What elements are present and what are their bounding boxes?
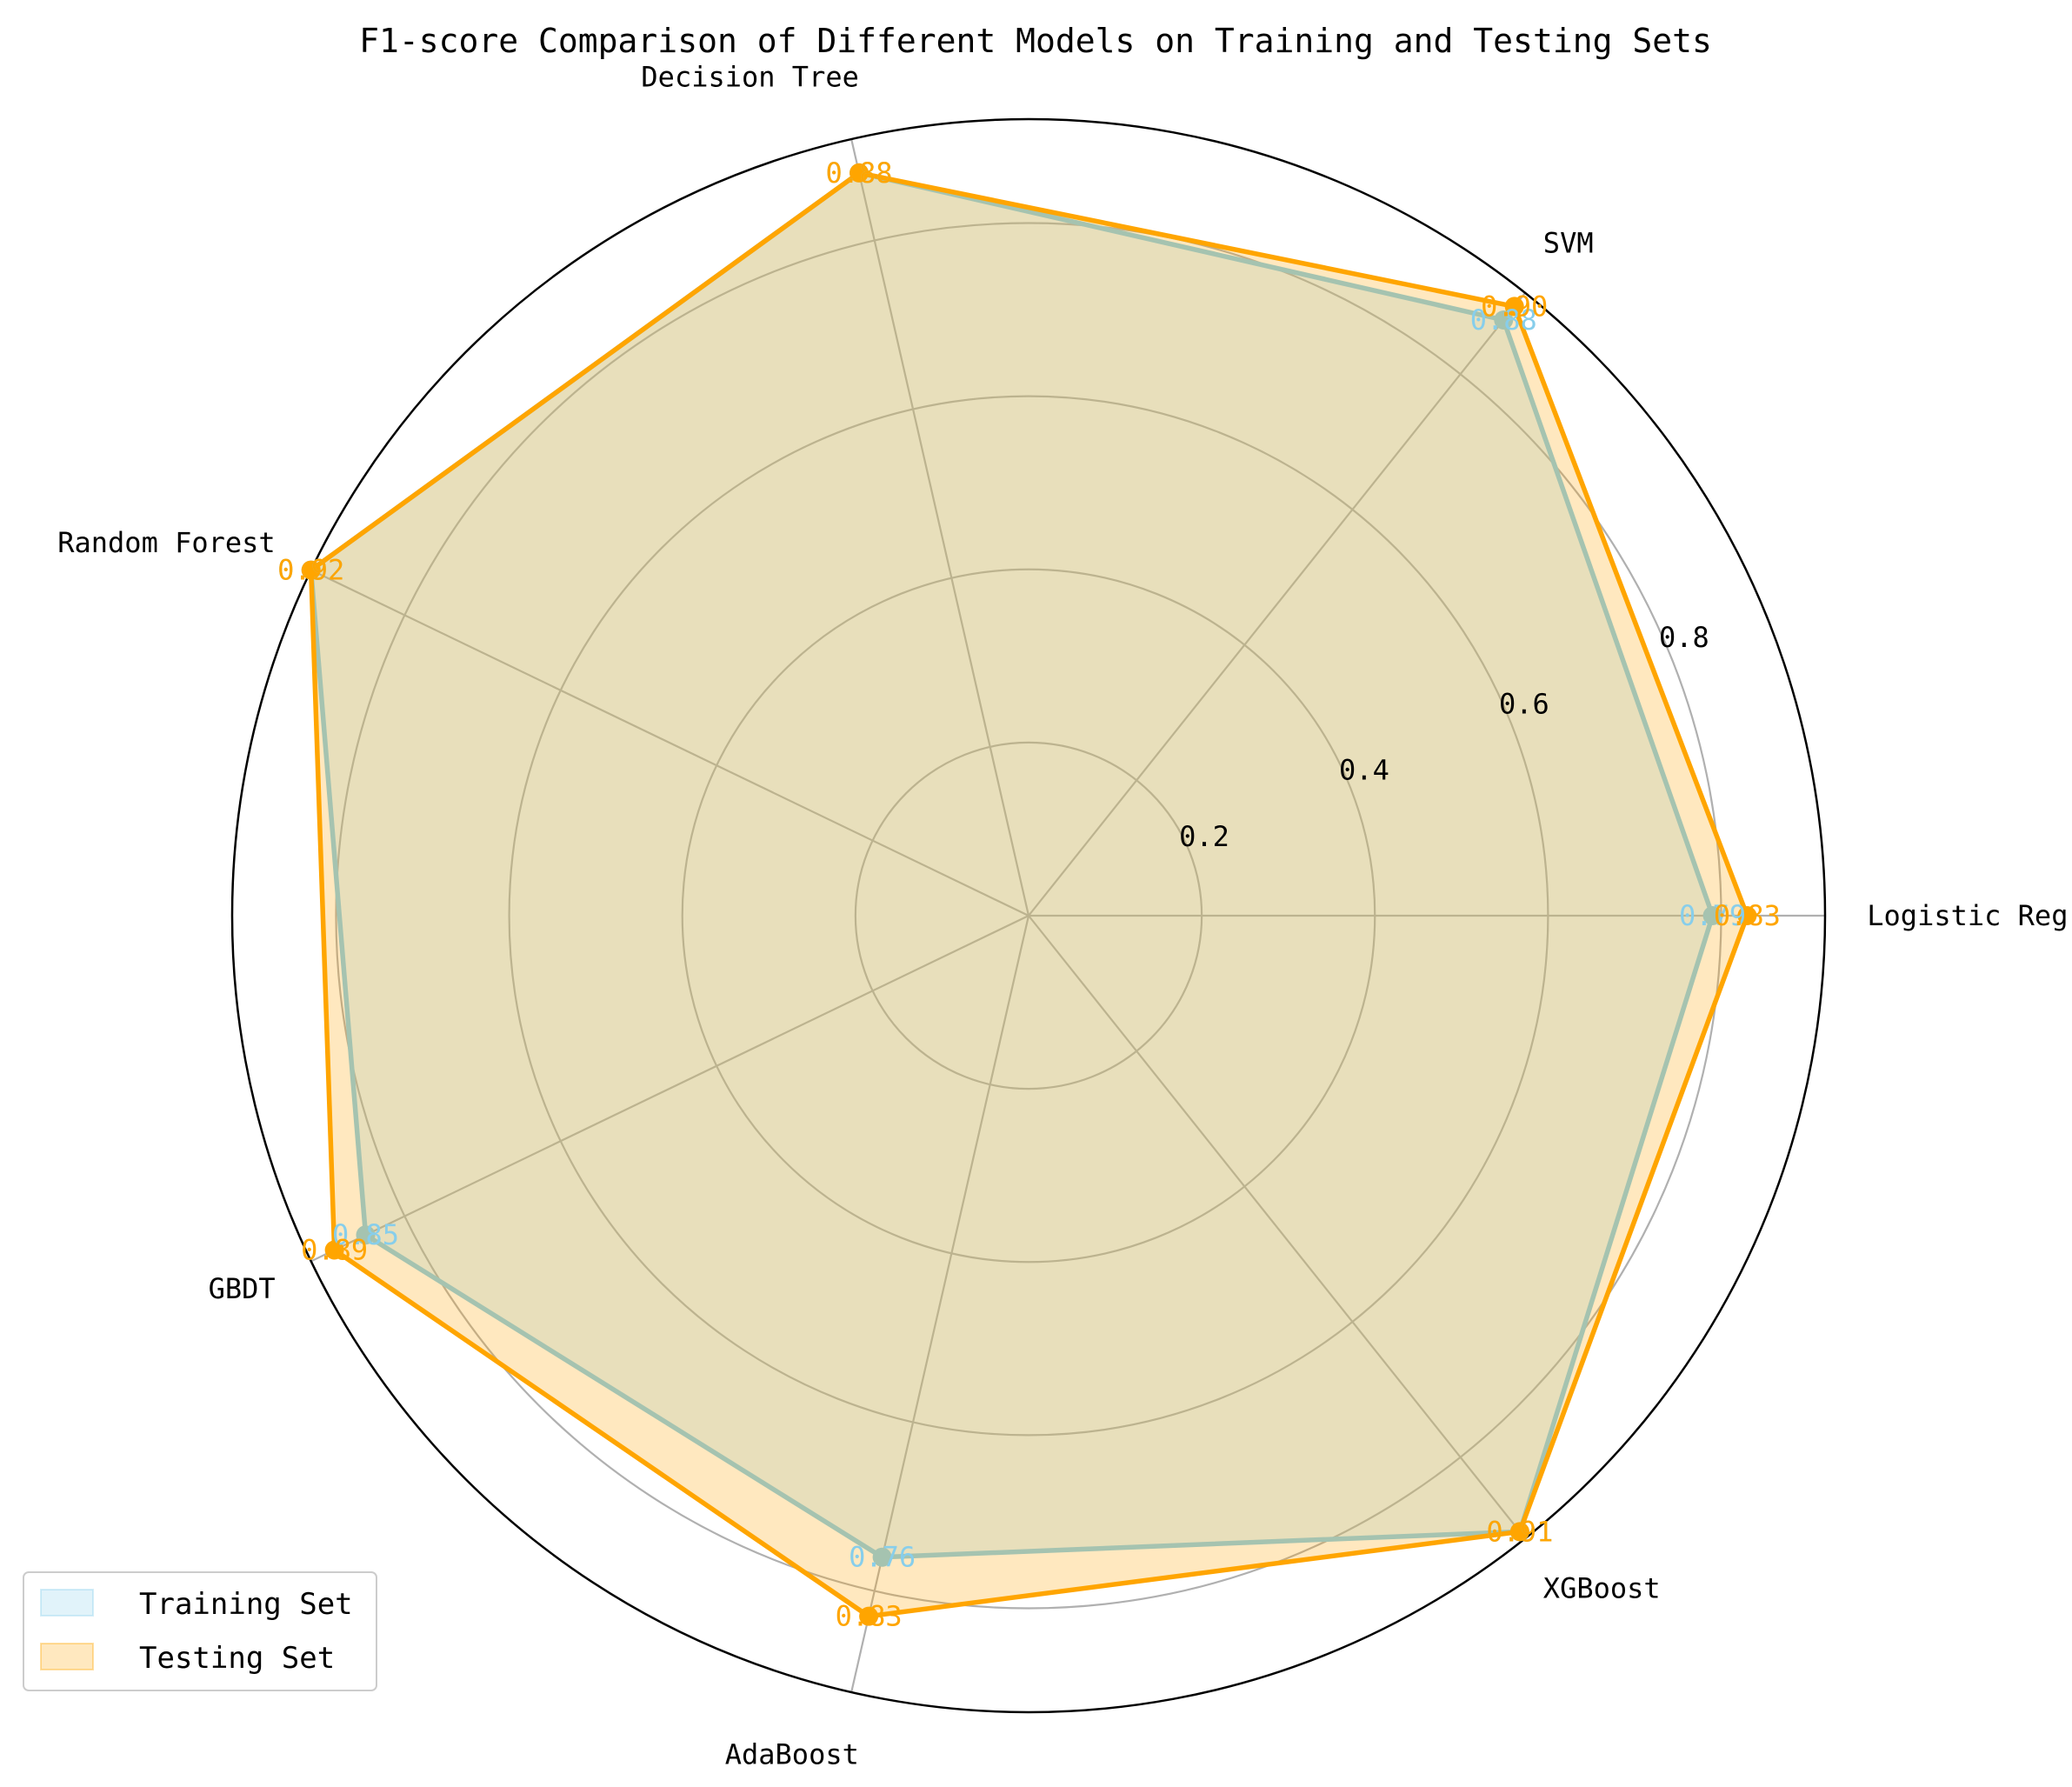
point-training-set-1: [1494, 310, 1514, 330]
data-label-testing-set-3: 0.92: [277, 554, 344, 587]
point-training-set-4: [356, 1225, 376, 1245]
legend-label-training: Training Set: [139, 1587, 353, 1622]
grid-spoke-3: [310, 569, 1029, 917]
data-label-training-set-0: 0.79: [1679, 899, 1746, 932]
legend: Training Set Testing Set: [23, 1571, 377, 1691]
legend-swatch-testing: [40, 1643, 94, 1670]
category-label-0: Logistic Regression: [1867, 899, 2072, 932]
data-label-training-set-6: 0.91: [1486, 1515, 1553, 1548]
grid-spoke-6: [1028, 915, 1526, 1539]
category-label-3: Random Forest: [57, 526, 275, 559]
grid-spoke-4: [310, 915, 1029, 1263]
category-label-5: AdaBoost: [725, 1737, 859, 1770]
category-label-1: SVM: [1543, 227, 1594, 260]
data-label-testing-set-4: 0.89: [301, 1233, 368, 1266]
r-tick-label-1: 0.4: [1339, 754, 1389, 787]
point-testing-set-4: [324, 1240, 344, 1260]
chart-title: F1-score Comparison of Different Models …: [359, 22, 1712, 60]
point-testing-set-1: [1504, 297, 1524, 317]
radar-series: [301, 163, 1757, 1626]
data-label-testing-set-0: 0.83: [1714, 899, 1781, 932]
data-label-training-set-5: 0.76: [849, 1541, 916, 1574]
series-line-testing-set: [308, 170, 1750, 1619]
data-label-training-set-2: 0.88: [826, 157, 893, 190]
data-label-training-set-3: 0.92: [277, 554, 344, 587]
point-testing-set-6: [1509, 1522, 1529, 1542]
point-testing-set-0: [1737, 906, 1757, 925]
series-fill-testing-set: [310, 172, 1748, 1617]
point-testing-set-2: [849, 163, 869, 183]
category-label-4: GBDT: [209, 1272, 276, 1305]
radar-labels: 0.790.880.880.920.850.760.910.830.900.88…: [57, 61, 2072, 1771]
category-label-2: Decision Tree: [641, 61, 858, 94]
series-line-training-set: [308, 170, 1716, 1560]
data-label-training-set-1: 0.88: [1470, 303, 1537, 337]
data-label-testing-set-2: 0.88: [826, 157, 893, 190]
data-label-testing-set-1: 0.90: [1481, 290, 1548, 323]
r-tick-label-0: 0.2: [1179, 820, 1229, 853]
series-fill-training-set: [310, 172, 1713, 1557]
grid-spoke-1: [1028, 292, 1526, 917]
r-tick-label-3: 0.8: [1659, 621, 1709, 654]
grid-spoke-2: [850, 138, 1030, 917]
data-label-training-set-4: 0.85: [332, 1218, 399, 1251]
point-training-set-0: [1702, 906, 1722, 925]
legend-swatch-training: [40, 1589, 94, 1617]
category-label-6: XGBoost: [1543, 1571, 1661, 1604]
r-tick-label-2: 0.6: [1499, 687, 1549, 720]
data-label-testing-set-6: 0.91: [1486, 1515, 1553, 1548]
outer-frame: [230, 117, 1827, 1714]
legend-frame: [23, 1571, 377, 1691]
data-label-testing-set-5: 0.83: [836, 1600, 903, 1633]
point-testing-set-3: [301, 560, 321, 580]
point-testing-set-5: [859, 1606, 879, 1626]
point-training-set-5: [872, 1547, 892, 1567]
legend-label-testing: Testing Set: [139, 1641, 335, 1676]
